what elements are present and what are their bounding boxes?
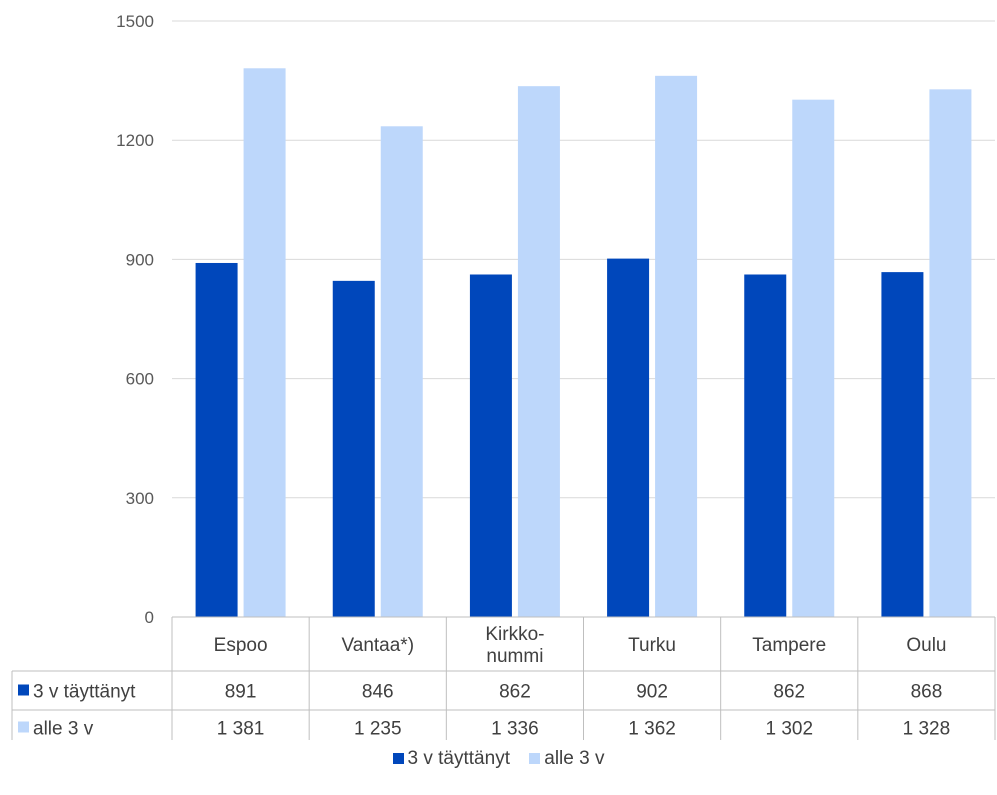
legend: 3 v täyttänyt alle 3 v — [0, 748, 997, 770]
table-legend-key-series-2 — [18, 721, 29, 733]
bar-series-1 — [744, 274, 787, 617]
category-label: Kirkko- — [485, 624, 544, 645]
data-label-series-2: 1 328 — [903, 719, 951, 740]
data-label-series-2: 1 235 — [354, 719, 402, 740]
category-label: Espoo — [214, 635, 268, 656]
y-tick-label: 900 — [126, 250, 154, 269]
table-row-label-series-1: 3 v täyttänyt — [33, 682, 136, 703]
y-tick-label: 1200 — [116, 131, 154, 150]
category-label: Vantaa*) — [341, 635, 414, 656]
legend-label-series-2: alle 3 v — [544, 748, 605, 769]
data-label-series-1: 862 — [499, 682, 531, 703]
legend-item-series-1: 3 v täyttänyt — [392, 748, 510, 770]
y-tick-label: 0 — [145, 608, 154, 627]
bar-chart: 0 300 600 900 1200 1500 Espoo Vantaa*) Kirkko-n… — [11, 12, 996, 740]
data-label-series-1: 868 — [911, 682, 943, 703]
y-tick-label: 300 — [126, 489, 154, 508]
bar-series-1 — [469, 274, 512, 617]
bar-series-2 — [380, 126, 423, 617]
bar-series-1 — [332, 280, 375, 617]
data-label-series-1: 902 — [636, 682, 668, 703]
y-axis: 0 300 600 900 1200 1500 — [116, 12, 154, 627]
bar-series-1 — [607, 258, 650, 617]
table-row-label-series-2: alle 3 v — [33, 719, 94, 740]
data-label-series-1: 891 — [225, 682, 257, 703]
y-tick-label: 1500 — [116, 12, 154, 31]
bar-series-2 — [929, 89, 972, 618]
bar-series-2 — [792, 99, 835, 617]
legend-label-series-1: 3 v täyttänyt — [407, 748, 510, 769]
data-label-series-1: 846 — [362, 682, 394, 703]
table-legend-key-series-1 — [18, 684, 29, 696]
gridlines — [172, 20, 995, 499]
bar-series-2 — [243, 68, 286, 618]
data-label-series-2: 1 362 — [628, 719, 676, 740]
data-label-series-2: 1 381 — [217, 719, 265, 740]
data-label-series-2: 1 336 — [491, 719, 539, 740]
bars — [195, 68, 972, 618]
data-label-series-1: 862 — [773, 682, 805, 703]
legend-swatch-series-1 — [392, 753, 404, 764]
bar-series-1 — [195, 262, 238, 617]
data-table: Espoo Vantaa*) Kirkko-nummi Turku Tampere Oul… — [11, 616, 996, 740]
bar-series-2 — [655, 75, 698, 617]
bar-series-1 — [881, 272, 924, 617]
category-label: Tampere — [752, 635, 826, 656]
data-label-series-2: 1 302 — [765, 719, 813, 740]
legend-item-series-2: alle 3 v — [529, 748, 604, 770]
legend-swatch-series-2 — [529, 753, 541, 764]
category-label: nummi — [486, 646, 543, 667]
category-label: Turku — [628, 635, 676, 656]
bar-series-2 — [517, 86, 560, 618]
y-tick-label: 600 — [126, 370, 154, 389]
category-label: Oulu — [906, 635, 946, 656]
